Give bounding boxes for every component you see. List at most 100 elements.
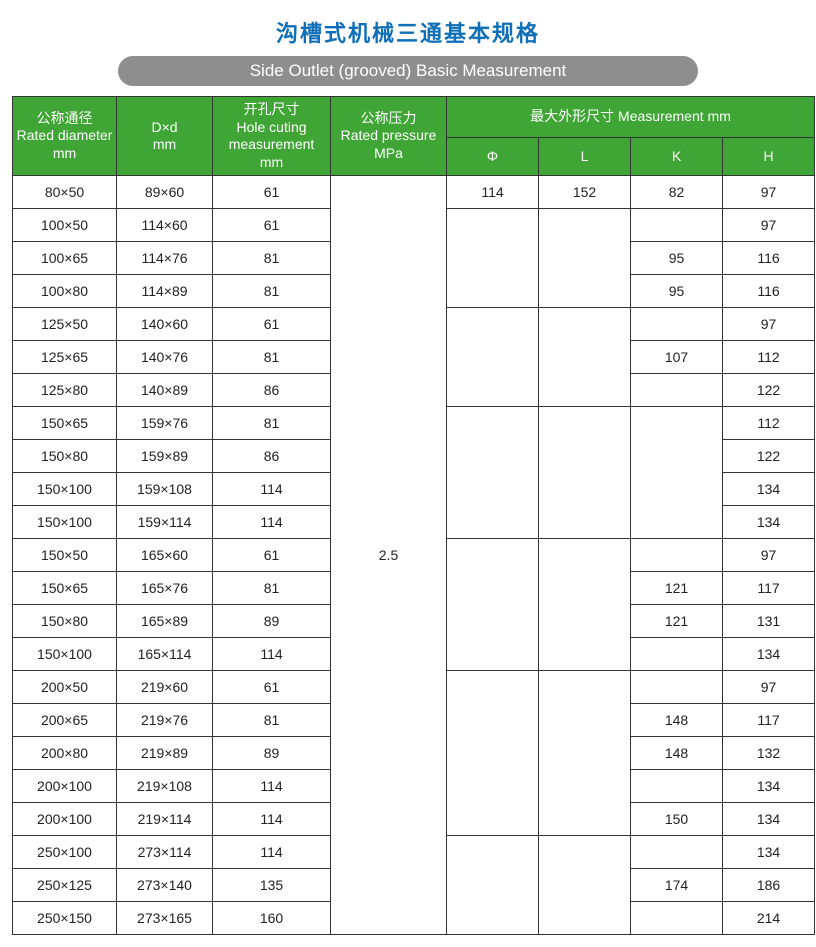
cell-hole-cut: 81 <box>213 407 331 440</box>
cell-phi <box>447 308 539 407</box>
cell-rated-diameter: 200×100 <box>13 803 117 836</box>
cell-rated-diameter: 200×80 <box>13 737 117 770</box>
cell-K: 107 <box>631 341 723 374</box>
subtitle-english: Side Outlet (grooved) Basic Measurement <box>118 56 698 86</box>
cell-d-by-d: 219×114 <box>117 803 213 836</box>
cell-hole-cut: 81 <box>213 242 331 275</box>
cell-rated-diameter: 100×65 <box>13 242 117 275</box>
cell-hole-cut: 114 <box>213 638 331 671</box>
header-d-by-d: D×dmm <box>117 97 213 176</box>
cell-H: 134 <box>723 803 815 836</box>
header-L: L <box>539 138 631 176</box>
cell-rated-diameter: 150×50 <box>13 539 117 572</box>
cell-d-by-d: 159×89 <box>117 440 213 473</box>
cell-H: 116 <box>723 242 815 275</box>
cell-H: 97 <box>723 176 815 209</box>
cell-hole-cut: 61 <box>213 308 331 341</box>
cell-H: 214 <box>723 902 815 935</box>
cell-K: 121 <box>631 605 723 638</box>
cell-H: 112 <box>723 407 815 440</box>
cell-d-by-d: 165×76 <box>117 572 213 605</box>
cell-H: 132 <box>723 737 815 770</box>
cell-rated-diameter: 150×100 <box>13 506 117 539</box>
cell-d-by-d: 165×114 <box>117 638 213 671</box>
cell-phi <box>447 209 539 308</box>
cell-K: 174 <box>631 869 723 902</box>
cell-d-by-d: 273×165 <box>117 902 213 935</box>
cell-hole-cut: 160 <box>213 902 331 935</box>
cell-H: 134 <box>723 506 815 539</box>
header-phi: Φ <box>447 138 539 176</box>
cell-d-by-d: 165×60 <box>117 539 213 572</box>
cell-d-by-d: 159×114 <box>117 506 213 539</box>
cell-d-by-d: 114×76 <box>117 242 213 275</box>
cell-K <box>631 836 723 869</box>
cell-rated-diameter: 80×50 <box>13 176 117 209</box>
cell-L <box>539 539 631 671</box>
cell-K <box>631 638 723 671</box>
cell-rated-diameter: 150×100 <box>13 473 117 506</box>
cell-hole-cut: 114 <box>213 836 331 869</box>
cell-rated-diameter: 150×65 <box>13 407 117 440</box>
cell-K: 95 <box>631 275 723 308</box>
cell-K <box>631 770 723 803</box>
cell-d-by-d: 89×60 <box>117 176 213 209</box>
cell-phi <box>447 836 539 935</box>
cell-rated-diameter: 125×80 <box>13 374 117 407</box>
cell-K: 121 <box>631 572 723 605</box>
cell-hole-cut: 114 <box>213 506 331 539</box>
cell-L <box>539 836 631 935</box>
cell-hole-cut: 81 <box>213 572 331 605</box>
table-header: 公称通径Rated diametermm D×dmm 开孔尺寸Hole cuti… <box>13 97 815 176</box>
cell-K <box>631 308 723 341</box>
cell-hole-cut: 114 <box>213 803 331 836</box>
cell-phi <box>447 407 539 539</box>
cell-rated-diameter: 200×65 <box>13 704 117 737</box>
cell-rated-diameter: 150×65 <box>13 572 117 605</box>
cell-H: 186 <box>723 869 815 902</box>
cell-H: 134 <box>723 638 815 671</box>
cell-K: 150 <box>631 803 723 836</box>
cell-H: 134 <box>723 473 815 506</box>
cell-rated-diameter: 100×50 <box>13 209 117 242</box>
cell-hole-cut: 81 <box>213 704 331 737</box>
header-K: K <box>631 138 723 176</box>
cell-L <box>539 671 631 836</box>
cell-phi <box>447 671 539 836</box>
cell-rated-diameter: 125×65 <box>13 341 117 374</box>
cell-L <box>539 308 631 407</box>
cell-L <box>539 407 631 539</box>
cell-hole-cut: 81 <box>213 275 331 308</box>
cell-rated-diameter: 200×100 <box>13 770 117 803</box>
cell-H: 134 <box>723 770 815 803</box>
cell-rated-diameter: 200×50 <box>13 671 117 704</box>
cell-H: 122 <box>723 374 815 407</box>
cell-hole-cut: 114 <box>213 473 331 506</box>
cell-K <box>631 209 723 242</box>
cell-H: 117 <box>723 572 815 605</box>
cell-rated-pressure: 2.5 <box>331 176 447 935</box>
cell-L: 152 <box>539 176 631 209</box>
cell-d-by-d: 219×76 <box>117 704 213 737</box>
header-H: H <box>723 138 815 176</box>
cell-d-by-d: 140×89 <box>117 374 213 407</box>
cell-H: 97 <box>723 539 815 572</box>
cell-hole-cut: 81 <box>213 341 331 374</box>
cell-hole-cut: 61 <box>213 671 331 704</box>
cell-L <box>539 209 631 308</box>
spec-table: 公称通径Rated diametermm D×dmm 开孔尺寸Hole cuti… <box>12 96 815 935</box>
cell-H: 122 <box>723 440 815 473</box>
header-rated-pressure: 公称压力Rated pressureMPa <box>331 97 447 176</box>
cell-hole-cut: 86 <box>213 374 331 407</box>
header-hole-cut: 开孔尺寸Hole cutingmeasurementmm <box>213 97 331 176</box>
header-measurement: 最大外形尺寸 Measurement mm <box>447 97 815 138</box>
cell-H: 116 <box>723 275 815 308</box>
cell-K <box>631 407 723 539</box>
cell-H: 117 <box>723 704 815 737</box>
cell-hole-cut: 61 <box>213 176 331 209</box>
cell-rated-diameter: 150×80 <box>13 605 117 638</box>
cell-K <box>631 671 723 704</box>
cell-hole-cut: 61 <box>213 539 331 572</box>
cell-rated-diameter: 100×80 <box>13 275 117 308</box>
header-rated-diameter: 公称通径Rated diametermm <box>13 97 117 176</box>
